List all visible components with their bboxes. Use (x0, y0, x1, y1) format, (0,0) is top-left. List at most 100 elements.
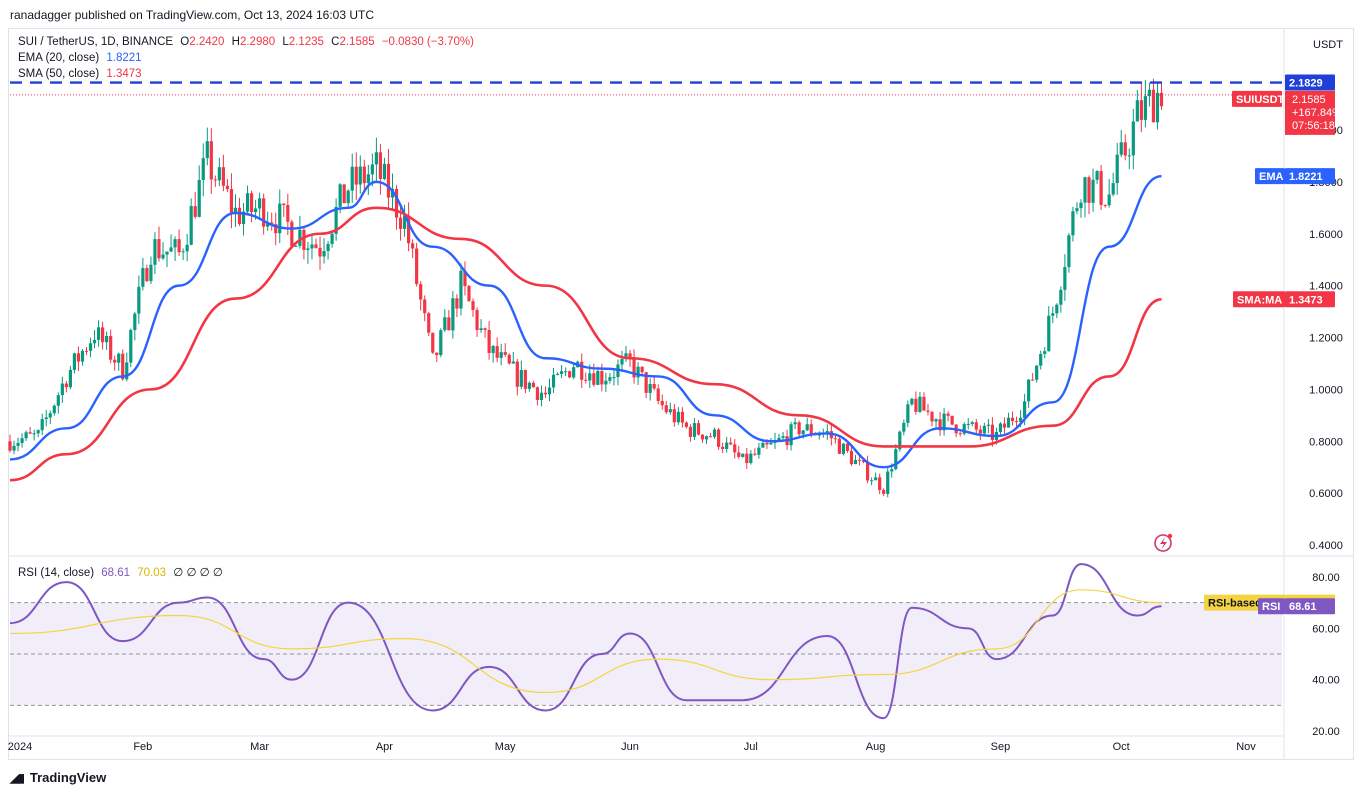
legend-rsi-ma-value: 70.03 (137, 567, 167, 579)
candle-body (700, 434, 705, 440)
candle-body (113, 359, 117, 363)
candle-body (475, 309, 479, 330)
candle-body (225, 185, 230, 190)
candle-body (1063, 267, 1067, 290)
candle-body (531, 382, 536, 388)
candle-body (129, 330, 133, 363)
candle-body (672, 409, 676, 423)
candle-body (777, 437, 781, 441)
candle-body (588, 373, 592, 381)
legend-ema-row: EMA (20, close) 1.8221 (18, 52, 146, 64)
candle-body (1023, 401, 1027, 418)
rsi-tick-label: 20.00 (1312, 726, 1340, 738)
price-tick-label: 0.8000 (1309, 436, 1343, 448)
candle-body (797, 422, 801, 435)
candle-body (841, 443, 846, 454)
candle-body (1047, 315, 1051, 352)
candle-body (942, 413, 946, 431)
candle-body (1115, 154, 1119, 184)
candle-body (109, 335, 113, 360)
candle-body (487, 329, 491, 353)
candle-body (431, 332, 435, 353)
candle-body (447, 317, 451, 331)
candle-body (64, 383, 68, 388)
candle-body (1002, 423, 1007, 428)
candle-body (547, 387, 552, 395)
sma-label-tag-bg (1233, 291, 1285, 308)
candle-body (495, 346, 499, 358)
candle-body (60, 383, 64, 396)
candle-body (370, 164, 374, 175)
candle-body (338, 184, 342, 207)
candle-body (117, 353, 121, 363)
candle-body (334, 206, 338, 234)
candle-body (245, 193, 250, 212)
candle-body (1139, 100, 1143, 120)
candle-body (568, 371, 572, 378)
candle-body (793, 422, 797, 425)
legend-ema-value: 1.8221 (106, 52, 142, 64)
publisher-caption: ranadagger published on TradingView.com,… (10, 8, 375, 22)
candle-body (664, 405, 668, 413)
candle-body (378, 152, 383, 179)
candle-body (213, 179, 217, 181)
rsi-price-tag-text: 68.61 (1289, 601, 1317, 613)
legend-low: 2.1235 (288, 36, 324, 48)
candle-body (1099, 171, 1103, 205)
candle-body (644, 372, 648, 393)
candle-body (68, 369, 72, 388)
candle-body (306, 248, 310, 250)
ema-20-line (9, 174, 1162, 469)
candle-body (326, 243, 330, 252)
candle-body (274, 224, 278, 234)
rsi-tick-label: 60.00 (1312, 623, 1340, 635)
legend-rsi-row: RSI (14, close) 68.61 70.03 ∅ ∅ ∅ ∅ (18, 565, 227, 579)
candle-body (350, 166, 354, 191)
candle-body (1031, 379, 1035, 381)
candle-body (88, 343, 93, 351)
time-tick-label: Oct (1113, 741, 1130, 753)
chart-frame[interactable] (8, 28, 1354, 760)
candle-body (149, 264, 153, 282)
candle-body (1123, 142, 1127, 156)
candle-body (668, 409, 672, 413)
candle-body (266, 222, 270, 227)
candle-body (761, 442, 765, 448)
candle-body (551, 374, 556, 388)
candle-body (580, 361, 584, 380)
candle-body (499, 352, 503, 358)
symbol-tag: SUIUSDT (1232, 90, 1285, 107)
candle-body (898, 431, 902, 450)
current-price-tag-line: +167.84% (1292, 107, 1342, 119)
tradingview-logo[interactable]: ◢▮ TradingView (10, 770, 106, 785)
candle-body (241, 211, 246, 225)
rsi-label-tag-bg (1258, 598, 1285, 615)
candle-body (998, 423, 1003, 432)
candle-body (270, 222, 274, 225)
candle-body (648, 383, 652, 393)
legend-open-label: O (180, 36, 190, 48)
legend-sma-row: SMA (50, close) 1.3473 (18, 68, 146, 80)
candle-body (632, 357, 636, 378)
ema-price-tag-text: 1.8221 (1289, 171, 1323, 183)
candle-body (36, 430, 40, 434)
candle-body (181, 251, 185, 253)
candle-body (805, 424, 809, 431)
legend-sma-value: 1.3473 (106, 68, 142, 80)
candle-body (72, 353, 77, 370)
candle-body (1103, 204, 1107, 206)
candle-body (922, 396, 926, 411)
candle-body (217, 167, 221, 181)
candle-body (52, 405, 56, 414)
currency-label: USDT (1313, 39, 1343, 51)
candle-body (535, 387, 540, 401)
candle-body (870, 480, 874, 482)
candle-body (173, 239, 177, 248)
candle-body (294, 245, 298, 247)
candle-body (346, 190, 350, 204)
candle-body (934, 419, 938, 422)
candle-body (451, 298, 455, 331)
candle-body (185, 244, 189, 252)
rsi-price-tag-bg (1285, 598, 1335, 615)
